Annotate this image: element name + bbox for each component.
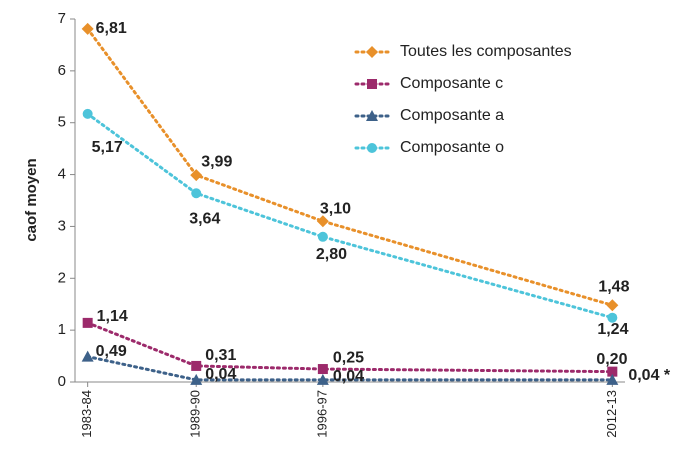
marker (82, 317, 93, 328)
data-label: 0,04 (205, 366, 236, 383)
data-label: 1,24 (597, 321, 628, 338)
x-tick-label: 2012-13 (604, 390, 619, 438)
x-tick-label: 1983-84 (79, 390, 94, 438)
y-tick-label: 5 (58, 114, 66, 131)
line (86, 27, 614, 307)
marker (190, 169, 203, 182)
data-label: 5,17 (92, 139, 123, 156)
y-tick-label: 2 (58, 269, 66, 286)
data-label: 0,20 (596, 351, 627, 368)
marker (366, 110, 378, 121)
marker (190, 373, 203, 385)
data-label: 3,10 (320, 200, 351, 217)
data-label: 0,49 (96, 343, 127, 360)
marker (317, 364, 328, 375)
y-tick-label: 3 (58, 217, 66, 234)
marker (607, 366, 618, 377)
legend-label: Composante a (400, 107, 504, 124)
data-label: 6,81 (96, 20, 127, 37)
line (86, 321, 614, 374)
y-tick-label: 4 (58, 166, 66, 183)
marker (82, 108, 93, 119)
marker (317, 231, 328, 242)
line (86, 355, 614, 382)
marker (367, 143, 377, 153)
data-label: 1,48 (598, 278, 629, 295)
marker (606, 299, 619, 312)
marker (366, 46, 378, 58)
data-label: 3,99 (201, 153, 232, 170)
legend-label: Composante c (400, 75, 503, 92)
y-tick-label: 6 (58, 62, 66, 79)
marker (367, 79, 377, 89)
data-label: 0,04 (333, 368, 364, 385)
data-label: 3,64 (189, 210, 220, 227)
data-label: 1,14 (97, 308, 128, 325)
marker (191, 360, 202, 371)
marker (191, 188, 202, 199)
data-label: 0,25 (333, 349, 364, 366)
line (86, 112, 614, 320)
x-tick-label: 1989-90 (188, 390, 203, 438)
data-label: 0,04 * (628, 367, 671, 384)
marker (316, 215, 329, 228)
legend-label: Toutes les composantes (400, 43, 572, 60)
marker (607, 312, 618, 323)
legend-label: Composante o (400, 139, 504, 156)
marker (316, 373, 329, 385)
x-tick-label: 1996-97 (314, 390, 329, 438)
marker (606, 373, 619, 385)
y-axis-label: caof moyen (23, 158, 40, 241)
y-tick-label: 1 (58, 321, 66, 338)
y-tick-label: 7 (58, 10, 66, 27)
marker (81, 350, 94, 362)
data-label: 0,31 (205, 347, 236, 364)
marker (81, 22, 94, 35)
y-tick-label: 0 (58, 373, 66, 390)
data-label: 2,80 (316, 246, 347, 263)
